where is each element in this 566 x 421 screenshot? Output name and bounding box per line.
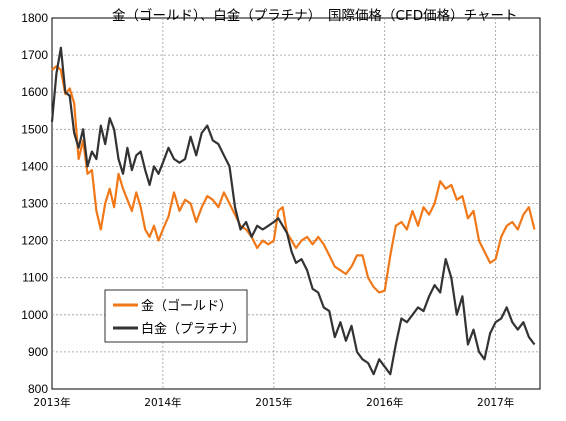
y-tick-label: 1800 [21, 11, 48, 25]
x-axis-ticks: 2013年 2014年 2015年 2016年 2017年 [33, 396, 514, 409]
platinum-series-line [50, 46, 536, 376]
y-tick-label: 1000 [21, 308, 48, 322]
y-tick-label: 1100 [22, 271, 48, 285]
y-tick-label: 1600 [21, 85, 48, 99]
x-tick-label: 2013年 [33, 396, 70, 409]
legend: 金（ゴールド） 白金（プラチナ） [104, 289, 248, 343]
legend-label-gold: 金（ゴールド） [141, 298, 232, 314]
y-axis-ticks: 800 900 1000 1100 1200 1300 1400 1500 1600 1700 18… [21, 11, 48, 396]
y-tick-label: 1200 [21, 234, 48, 248]
legend-label-platinum: 白金（プラチナ） [141, 321, 245, 337]
y-tick-label: 1400 [21, 159, 48, 173]
x-tick-label: 2016年 [366, 396, 403, 409]
y-tick-label: 800 [28, 382, 48, 396]
x-tick-label: 2014年 [144, 396, 181, 409]
x-tick-label: 2017年 [477, 396, 514, 409]
y-tick-label: 1700 [21, 48, 48, 62]
y-tick-label: 1300 [21, 197, 48, 211]
y-tick-label: 900 [28, 345, 48, 359]
legend-box [104, 289, 248, 343]
chart-title: 金（ゴールド）、白金（プラチナ） 国際価格（CFD価格）チャート [112, 7, 517, 24]
series-layer [50, 46, 536, 376]
x-tick-label: 2015年 [255, 396, 292, 409]
gold-series-line [51, 65, 536, 294]
y-tick-label: 1500 [21, 122, 48, 136]
